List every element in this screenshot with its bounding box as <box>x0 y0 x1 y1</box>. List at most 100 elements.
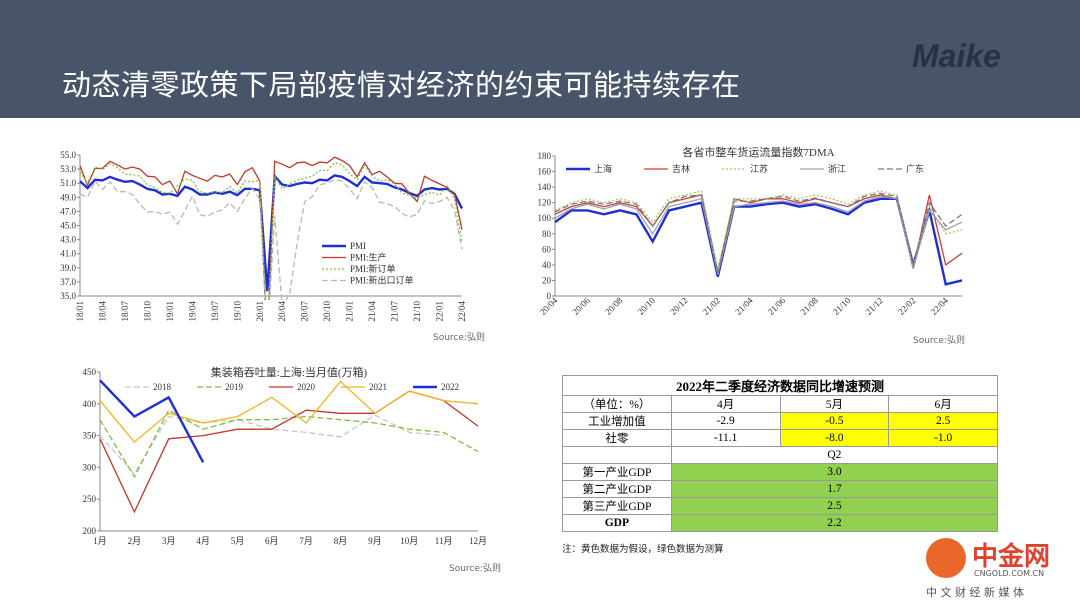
x-tick-label: 4月 <box>196 536 210 546</box>
legend-label: 浙江 <box>828 163 846 174</box>
table-row: 第一产业GDP 3.0 <box>562 463 999 481</box>
table-cell: 工业增加值 <box>562 412 672 430</box>
series-line <box>554 195 963 275</box>
x-tick-label: 20/04 <box>277 301 287 322</box>
y-tick-label: 120 <box>538 198 552 208</box>
series-line <box>99 414 444 475</box>
x-tick-label: 20/01 <box>255 301 265 322</box>
table-row: Q2 <box>562 446 999 464</box>
table-row: GDP 2.2 <box>562 514 999 532</box>
y-tick-label: 80 <box>542 229 552 239</box>
x-tick-label: 19/01 <box>165 301 175 322</box>
table-row: 工业增加值 -2.9 -0.5 2.5 <box>562 412 998 430</box>
y-tick-label: 40 <box>542 260 552 270</box>
x-tick-label: 20/07 <box>300 301 310 322</box>
chart-title: 集装箱吞吐量:上海:当月值(万箱) <box>211 365 368 379</box>
table-row: 2022年二季度经济数据同比增速预测 <box>562 375 998 396</box>
x-tick-label: 21/02 <box>701 295 723 317</box>
watermark-name: 中金网 <box>972 542 1051 572</box>
x-tick-label: 6月 <box>265 536 279 546</box>
y-tick-label: 43.0 <box>60 235 76 245</box>
y-tick-label: 400 <box>83 399 97 409</box>
series-line <box>79 162 463 300</box>
table-cell: 2.2 <box>670 514 999 532</box>
x-tick-label: 7月 <box>299 536 313 546</box>
slide-title: 动态清零政策下局部疫情对经济的约束可能持续存在 <box>62 68 741 102</box>
source: Source:弘则 <box>913 334 965 346</box>
y-tick-label: 0 <box>547 291 552 301</box>
x-tick-label: 21/07 <box>390 301 400 322</box>
x-tick-label: 3月 <box>162 536 176 546</box>
x-tick-label: 18/04 <box>97 301 107 322</box>
x-tick-label: 21/04 <box>733 295 755 317</box>
legend-label: 江苏 <box>750 163 768 174</box>
series-line <box>99 409 479 479</box>
series-line <box>79 173 464 292</box>
y-tick-label: 39.0 <box>60 263 76 273</box>
series-line <box>99 390 479 514</box>
y-tick-label: 45.0 <box>60 221 76 231</box>
watermark-icon <box>926 538 966 578</box>
series-line <box>554 192 963 273</box>
x-tick-label: 9月 <box>368 536 382 546</box>
x-tick-label: 1月 <box>93 536 107 546</box>
y-tick-label: 100 <box>538 213 552 223</box>
x-tick-label: 20/10 <box>636 295 658 317</box>
logo: Maike <box>912 38 1001 74</box>
legend-label: 2021 <box>369 382 387 392</box>
table-cell: -2.9 <box>670 412 781 430</box>
x-tick-label: 18/01 <box>75 301 85 322</box>
x-tick-label: 20/04 <box>538 295 560 317</box>
source: Source:弘则 <box>433 331 485 343</box>
table-cell: 2.5 <box>670 497 999 515</box>
y-tick-label: 41.0 <box>60 249 76 259</box>
x-tick-label: 21/12 <box>863 295 885 317</box>
header-bar <box>0 0 1080 118</box>
table-cell: Q2 <box>670 446 999 464</box>
x-tick-label: 8月 <box>334 536 348 546</box>
x-tick-label: 19/04 <box>187 301 197 322</box>
legend-label: 2020 <box>297 382 316 392</box>
table-note: 注：黄色数据为假设，绿色数据为测算 <box>562 544 724 555</box>
x-tick-label: 5月 <box>231 536 245 546</box>
x-tick-label: 20/10 <box>322 301 332 322</box>
legend-label: PMI:新订单 <box>350 263 396 274</box>
forecast-table: 2022年二季度经济数据同比增速预测 （单位：%） 4月 5月 6月 工业增加值 -2.9-… <box>562 375 999 532</box>
y-tick-label: 250 <box>83 494 97 504</box>
series-line <box>79 179 463 300</box>
y-tick-label: 60 <box>542 244 552 254</box>
x-tick-label: 22/04 <box>929 295 951 317</box>
watermark-tagline: 中 文 财 经 新 媒 体 <box>926 586 1024 599</box>
table-cell: 社零 <box>562 429 672 447</box>
y-tick-label: 180 <box>538 151 552 161</box>
y-tick-label: 350 <box>83 431 97 441</box>
x-tick-label: 21/01 <box>345 301 355 322</box>
table-cell: -1.0 <box>888 429 998 447</box>
x-tick-label: 22/01 <box>435 301 445 322</box>
legend-label: 2018 <box>153 382 172 392</box>
table-cell: 2.5 <box>888 412 998 430</box>
y-tick-label: 35.0 <box>60 291 76 301</box>
x-tick-label: 18/07 <box>120 301 130 322</box>
y-tick-label: 200 <box>83 526 97 536</box>
x-tick-label: 21/10 <box>412 301 422 322</box>
table-cell: （单位：%） <box>562 395 672 413</box>
y-tick-label: 47.0 <box>60 206 76 216</box>
table-cell: 第二产业GDP <box>562 480 672 498</box>
y-tick-label: 450 <box>83 367 97 377</box>
source: Source:弘则 <box>449 562 501 574</box>
y-tick-label: 55.0 <box>60 150 76 160</box>
x-tick-label: 22/02 <box>896 295 918 317</box>
series-line <box>99 379 205 463</box>
series-line <box>79 156 463 300</box>
y-tick-label: 20 <box>542 275 552 285</box>
x-tick-label: 21/08 <box>798 295 820 317</box>
series-line <box>99 380 479 443</box>
legend-label: 吉林 <box>672 163 690 174</box>
x-tick-label: 2月 <box>128 536 142 546</box>
x-tick-label: 12月 <box>469 536 487 546</box>
table-row: 社零 -11.1 -8.0 -1.0 <box>562 429 998 447</box>
x-tick-label: 20/06 <box>570 295 592 317</box>
table-cell: -8.0 <box>779 429 890 447</box>
